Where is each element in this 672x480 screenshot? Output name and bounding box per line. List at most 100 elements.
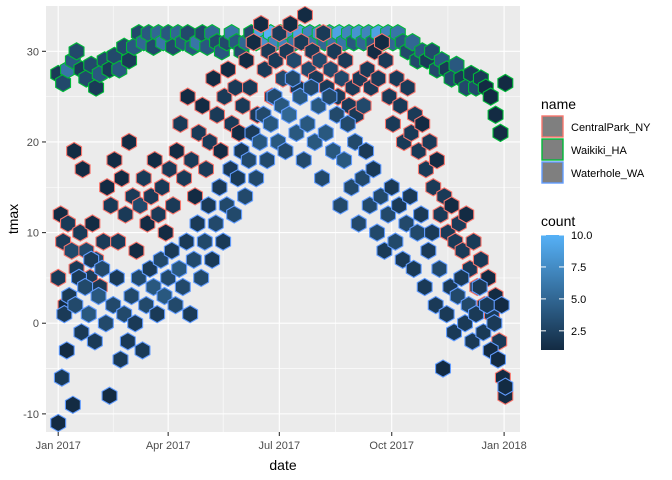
- hex-cell: [295, 150, 312, 170]
- hex-cell: [58, 341, 75, 360]
- hex-cell: [490, 350, 507, 369]
- y-axis: -10 0 10 20 30: [23, 46, 46, 421]
- series-Waikiki_HA: [50, 23, 514, 143]
- hex-cell: [284, 69, 301, 88]
- hex-cell: [113, 168, 130, 188]
- hex-cell: [135, 168, 152, 188]
- hex-cell: [176, 168, 193, 188]
- hex-cell: [465, 232, 482, 251]
- hex-cell: [50, 268, 67, 288]
- hex-cell: [392, 96, 409, 115]
- hex-cell: [405, 259, 422, 279]
- hex-cell: [421, 132, 438, 152]
- hex-cell: [157, 223, 174, 242]
- hex-cell: [358, 141, 375, 161]
- hex-cell: [453, 268, 470, 288]
- hex-cell: [182, 304, 199, 324]
- hex-cell: [211, 178, 228, 197]
- hex-cell: [472, 250, 489, 270]
- count-tick-label: 2.5: [571, 326, 586, 338]
- hex-cell: [123, 286, 140, 306]
- hex-cell: [296, 5, 313, 25]
- hex-cell: [435, 359, 452, 378]
- hex-cell: [74, 159, 91, 179]
- series-Waterhole_WA: [50, 69, 514, 433]
- hex-cell: [172, 114, 189, 134]
- hex-cell: [479, 295, 496, 315]
- hex-cell: [108, 268, 125, 288]
- hex-cell: [336, 150, 353, 170]
- hex-cell: [194, 96, 211, 115]
- name-legend-label: Waikiki_HA: [571, 145, 627, 157]
- y-tick-label: -10: [23, 409, 39, 421]
- hex-cell: [248, 168, 265, 188]
- hex-cell: [73, 323, 90, 342]
- hex-cell: [183, 150, 200, 170]
- hex-cell: [350, 214, 367, 233]
- hex-cell: [185, 250, 202, 270]
- hex-cell: [179, 87, 196, 106]
- hex-cell: [97, 313, 114, 333]
- hex-cell: [167, 295, 184, 315]
- hex-cell: [332, 196, 349, 215]
- count-legend-title: count: [541, 213, 575, 229]
- hex-cell: [242, 78, 259, 97]
- hex-cell: [215, 232, 232, 251]
- hex-cell: [67, 295, 84, 315]
- x-tick-label: Oct 2017: [369, 440, 414, 452]
- hex-cell: [119, 332, 136, 351]
- hex-cell: [101, 386, 118, 405]
- hex-cell: [383, 178, 400, 197]
- hex-cell: [86, 332, 103, 351]
- hex-cell: [171, 259, 188, 279]
- hex-cell: [487, 105, 504, 125]
- hex-cell: [150, 205, 167, 224]
- hex-cell: [443, 196, 460, 215]
- hex-cell: [321, 87, 338, 106]
- name-legend-key: [541, 138, 564, 161]
- hex-cell: [281, 105, 298, 125]
- name-legend-label: Waterhole_WA: [571, 168, 645, 180]
- hex-cell: [337, 51, 354, 70]
- hex-cell: [399, 78, 416, 97]
- hex-cell: [282, 14, 299, 34]
- hex-cell: [64, 395, 81, 415]
- hex-cell: [66, 141, 83, 161]
- hex-cell: [428, 150, 445, 170]
- hex-cell: [198, 159, 215, 179]
- hex-cell: [84, 214, 101, 233]
- hex-cell: [168, 141, 185, 161]
- hex-cell: [196, 232, 213, 251]
- name-legend-items: CentralPark_NY Waikiki_HA Waterhole_WA: [541, 115, 651, 184]
- hex-cell: [128, 241, 145, 260]
- hex-cell: [174, 277, 191, 297]
- hex-cell: [90, 286, 107, 306]
- hex-cell: [339, 114, 356, 134]
- hex-cell: [240, 150, 257, 170]
- hex-cell: [303, 78, 320, 97]
- hex-cell: [200, 196, 217, 215]
- x-axis: Jan 2017 Apr 2017 Jul 2017 Oct 2017 Jan 2018: [36, 432, 527, 452]
- x-tick-label: Jan 2018: [481, 440, 526, 452]
- name-legend-key: [541, 161, 564, 184]
- y-axis-title: tmax: [5, 204, 21, 234]
- hex-cell: [262, 114, 279, 134]
- name-legend-key: [541, 115, 564, 138]
- hex-cell: [112, 350, 129, 369]
- name-legend: name CentralPark_NY Waikiki_HA Waterhole_W…: [541, 96, 651, 184]
- hex-cell: [377, 51, 394, 70]
- hex-cell: [149, 304, 166, 324]
- hex-cell: [413, 205, 430, 224]
- count-tick-label: 10.0: [571, 230, 592, 242]
- hex-cell: [110, 232, 127, 251]
- hex-cell: [99, 178, 116, 197]
- hex-cell: [497, 377, 514, 396]
- count-legend-ticks: 2.5 5.0 7.5 10.0: [541, 230, 592, 338]
- hex-cell: [245, 33, 262, 52]
- series-CentralPark_NY: [50, 5, 514, 405]
- hex-cell: [420, 241, 437, 260]
- hex-cell: [365, 159, 382, 179]
- hex-cell: [187, 187, 204, 206]
- hex-cell: [77, 277, 94, 297]
